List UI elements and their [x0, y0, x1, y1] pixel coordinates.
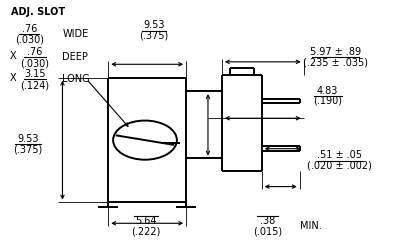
Text: .76: .76: [27, 47, 42, 57]
Text: .76: .76: [22, 24, 37, 34]
Text: (.124): (.124): [20, 80, 49, 90]
Text: DEEP: DEEP: [62, 52, 88, 62]
Text: 5.64: 5.64: [136, 216, 157, 226]
Text: (.030): (.030): [20, 58, 49, 68]
Text: (.020 ± .002): (.020 ± .002): [307, 161, 372, 171]
Text: (.030): (.030): [15, 35, 44, 45]
Text: (.375): (.375): [13, 145, 42, 155]
Text: ADJ. SLOT: ADJ. SLOT: [11, 7, 65, 17]
Text: .38: .38: [260, 216, 275, 226]
Text: 4.83: 4.83: [317, 86, 338, 96]
Text: X: X: [10, 73, 16, 83]
Text: (.235 ± .035): (.235 ± .035): [303, 57, 368, 67]
Text: (.222): (.222): [132, 226, 161, 236]
Text: LONG: LONG: [62, 75, 90, 84]
Text: X: X: [10, 51, 16, 61]
Text: (.190): (.190): [313, 96, 342, 106]
Text: MIN.: MIN.: [300, 221, 322, 231]
Text: 3.15: 3.15: [24, 69, 45, 79]
Text: WIDE: WIDE: [62, 30, 89, 39]
Text: (.015): (.015): [253, 226, 282, 236]
Text: (.375): (.375): [140, 31, 169, 40]
Text: 9.53: 9.53: [17, 134, 38, 144]
Text: 5.97 ± .89: 5.97 ± .89: [310, 47, 361, 57]
Text: .51 ± .05: .51 ± .05: [317, 150, 362, 160]
Text: 9.53: 9.53: [144, 20, 165, 30]
